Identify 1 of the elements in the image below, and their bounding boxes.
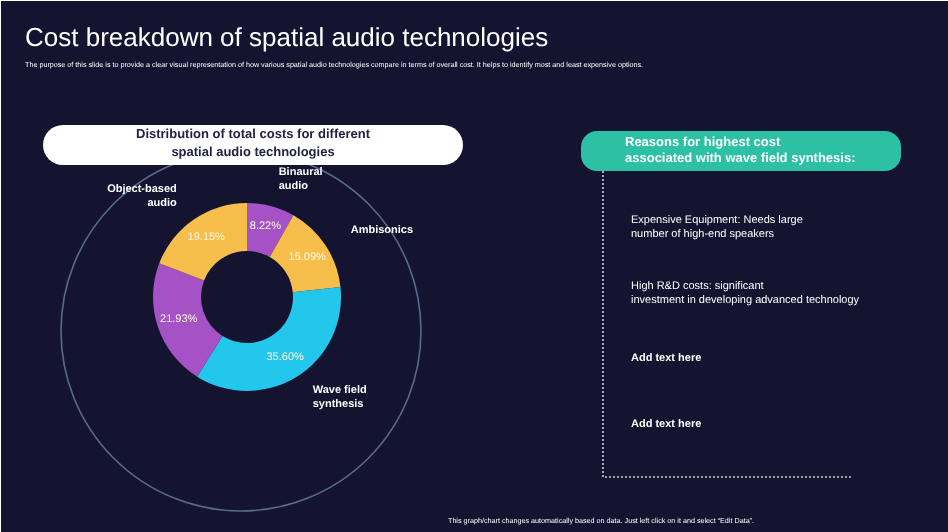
- text: Cost breakdown of spatial audio technologies: [25, 22, 550, 52]
